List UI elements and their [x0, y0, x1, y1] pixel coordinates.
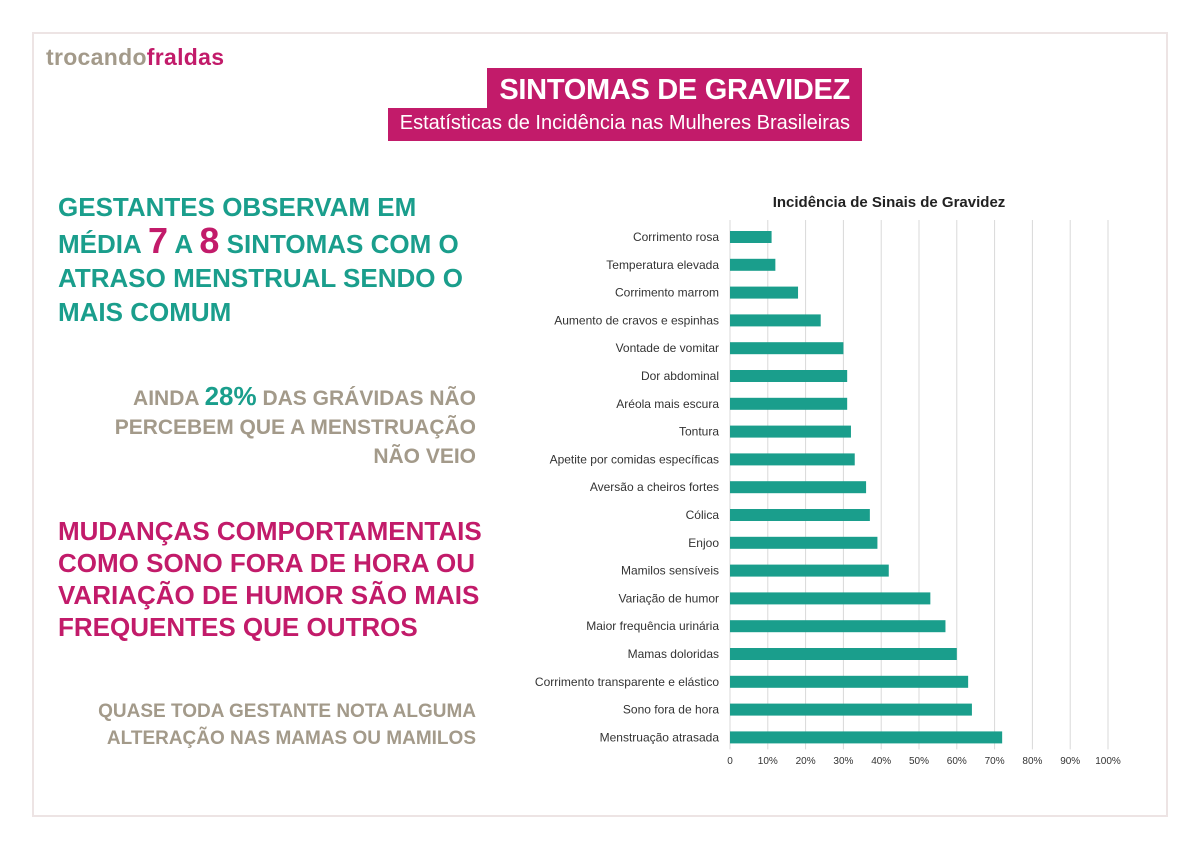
- bar: [730, 536, 878, 549]
- category-label: Dor abdominal: [641, 369, 719, 383]
- stat-breast-changes: QUASE TODA GESTANTE NOTA ALGUMA ALTERAÇÃ…: [98, 701, 476, 749]
- bar: [730, 731, 1003, 744]
- brand-logo: trocandofraldas: [46, 44, 225, 70]
- category-label: Vontade de vomitar: [616, 341, 719, 355]
- bar: [730, 286, 799, 299]
- bar: [730, 481, 867, 494]
- category-label: Aversão a cheiros fortes: [590, 480, 719, 494]
- page-title: SINTOMAS DE GRAVIDEZ: [487, 68, 862, 111]
- x-tick-label: 90%: [1060, 756, 1080, 767]
- highlight-percent: 28%: [204, 381, 257, 411]
- category-label: Corrimento rosa: [633, 230, 719, 244]
- x-tick-label: 40%: [871, 756, 891, 767]
- stat-unnoticed-period: AINDA 28% DAS GRÁVIDAS NÃO PERCEBEM QUE …: [114, 381, 476, 469]
- bar: [730, 397, 848, 410]
- bar: [730, 425, 851, 438]
- page-frame: [32, 32, 1168, 817]
- x-tick-label: 60%: [947, 756, 967, 767]
- category-label: Variação de humor: [619, 591, 720, 605]
- bar: [730, 620, 946, 633]
- chart-title: Incidência de Sinais de Gravidez: [773, 194, 1006, 211]
- category-label: Maior frequência urinária: [586, 619, 719, 633]
- bar: [730, 231, 772, 243]
- category-label: Apetite por comidas específicas: [550, 452, 719, 466]
- bar: [730, 342, 844, 355]
- category-label: Mamas doloridas: [628, 647, 719, 661]
- bar: [730, 509, 870, 521]
- bar: [730, 314, 821, 327]
- highlight-number: 8: [199, 220, 220, 261]
- category-label: Corrimento transparente e elástico: [535, 675, 719, 689]
- bar: [730, 258, 776, 271]
- highlight-number: 7: [148, 220, 169, 261]
- category-label: Enjoo: [688, 536, 719, 550]
- x-tick-label: 70%: [985, 756, 1005, 767]
- bar: [730, 453, 855, 466]
- category-label: Corrimento marrom: [615, 286, 719, 300]
- page-subtitle: Estatísticas de Incidência nas Mulheres …: [387, 108, 862, 141]
- x-tick-label: 30%: [833, 756, 853, 767]
- x-tick-label: 100%: [1095, 756, 1121, 767]
- category-label: Mamilos sensíveis: [621, 564, 719, 578]
- x-tick-label: 0: [727, 756, 733, 767]
- category-label: Aréola mais escura: [616, 397, 719, 411]
- category-label: Temperatura elevada: [606, 258, 719, 272]
- stat-behavioral-changes: MUDANÇAS COMPORTAMENTAIS COMO SONO FORA …: [58, 516, 482, 642]
- x-tick-label: 80%: [1022, 756, 1042, 767]
- bar: [730, 370, 848, 382]
- category-label: Tontura: [679, 425, 719, 439]
- bar: [730, 564, 889, 577]
- x-tick-label: 10%: [758, 756, 778, 767]
- x-tick-label: 50%: [909, 756, 929, 767]
- stat-symptoms-average: GESTANTES OBSERVAM EM MÉDIA 7 A 8 SINTOM…: [58, 192, 463, 327]
- bar: [730, 703, 972, 716]
- x-tick-label: 20%: [796, 756, 816, 767]
- bar: [730, 648, 957, 660]
- bar: [730, 675, 969, 688]
- category-label: Menstruação atrasada: [600, 730, 720, 744]
- category-label: Cólica: [686, 508, 720, 522]
- bar: [730, 592, 931, 605]
- category-label: Aumento de cravos e espinhas: [554, 313, 719, 327]
- category-label: Sono fora de hora: [623, 703, 719, 717]
